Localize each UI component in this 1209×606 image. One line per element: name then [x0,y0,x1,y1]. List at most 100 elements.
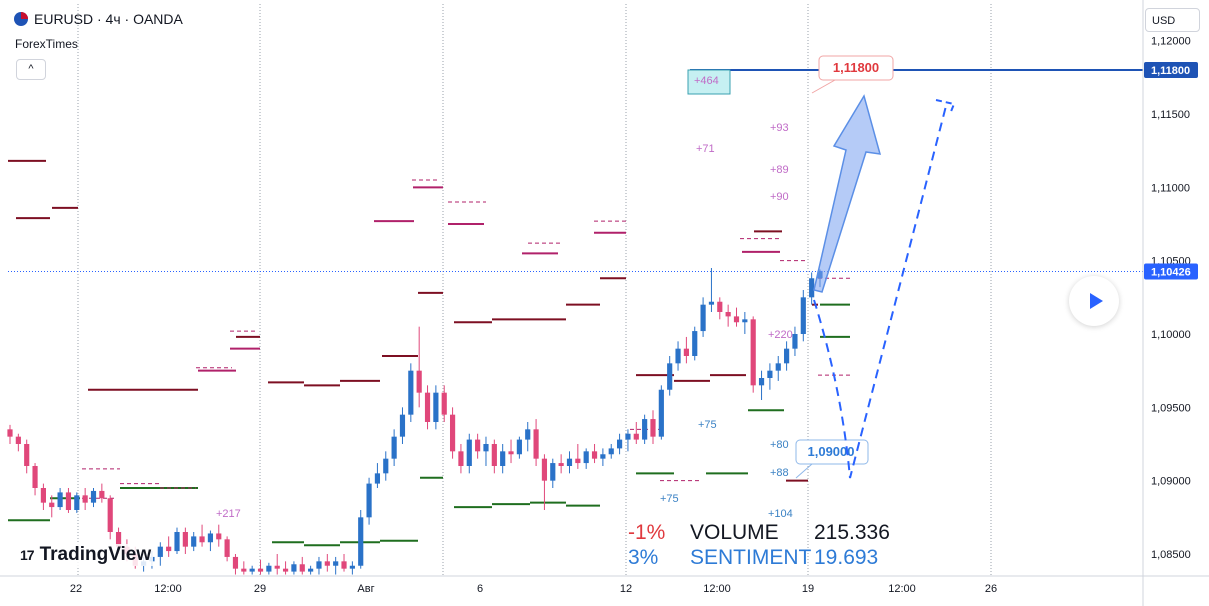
candle [650,410,656,444]
candle [533,419,539,466]
candle [642,414,648,444]
candle-body [600,454,606,459]
candle-body [483,444,489,452]
candle [399,407,406,444]
target-price-badge [1144,62,1198,78]
indicator-source: ForexTimes [15,37,78,51]
symbol-header[interactable]: EURUSD · 4ч · OANDA [14,11,183,27]
candle [491,439,497,474]
candle-body [107,498,113,532]
candle-body [566,458,573,466]
candle-body [692,331,698,356]
candle [675,341,681,371]
candle-body [650,419,656,437]
candle [541,454,548,510]
time-tick-label: Авг [357,583,374,595]
candle-body [758,378,765,386]
currency-button[interactable]: USD [1145,8,1200,32]
candle [750,316,756,393]
candle [733,307,740,327]
candle [742,312,748,334]
candle-body [157,546,163,557]
candle [391,429,397,466]
time-tick-label: 12:00 [888,583,916,595]
time-tick-label: 6 [477,583,483,595]
candle-body [800,297,806,334]
level-number: +80 [770,439,789,451]
candle-body [550,463,556,481]
sentiment-value: 19.693 [814,546,879,569]
candle [767,363,773,390]
candle [692,326,698,361]
support-callout-text: 1,09000 [808,444,855,459]
candle-body [249,568,255,572]
candle [257,559,264,575]
last-price-badge [1144,263,1198,280]
candle-body [809,278,815,298]
candle [500,444,506,474]
candle [74,492,80,513]
candle-body [750,319,756,386]
level-number: +93 [770,122,789,134]
candle-body [416,370,422,393]
candle-body [675,348,681,364]
candle-body [308,568,314,572]
price-tick-label: 1,08500 [1151,549,1191,561]
candle [99,483,105,503]
time-tick-label: 12:00 [154,583,182,595]
currency-flag-icon [14,12,28,26]
candle-body [115,532,122,547]
candle [49,495,55,518]
candle [90,488,97,508]
candle-body [625,433,631,440]
level-number: +220 [768,329,793,341]
candle-body [475,439,481,452]
candle [349,561,355,575]
time-tick-label: 12 [620,583,632,595]
candle [266,562,272,575]
candle [65,488,72,513]
candle [550,458,556,488]
candle [24,439,30,474]
candle [366,477,372,525]
candle [374,463,381,488]
candle-body [775,363,781,371]
candle-body [667,363,673,390]
time-tick-label: 19 [802,583,814,595]
candle [784,341,790,371]
candle-body [708,301,715,305]
candle-body [82,495,88,503]
candle [308,565,314,575]
candle-body [725,312,731,317]
level-number: +71 [696,143,715,155]
candle [616,433,623,455]
price-tick-label: 1,12000 [1151,36,1191,48]
volume-value: 215.336 [814,521,890,544]
candle [416,326,422,408]
candle [700,297,706,337]
play-icon[interactable] [1069,276,1119,326]
candle [182,527,188,554]
candle-body [616,439,623,449]
target-price-label: 1,11800 [1144,62,1198,78]
candle-body [658,389,664,437]
candle-body [700,304,706,332]
level-number: +104 [768,508,793,520]
collapse-button[interactable]: ^ [16,59,46,80]
candle-body [40,488,46,503]
candle-body [57,492,63,508]
candle-body [767,370,773,378]
up-arrow-icon [813,94,882,293]
candle [324,554,330,572]
candle [207,530,214,552]
candle-body [74,495,80,510]
candle-body [717,301,723,312]
candle [758,370,765,400]
candle-body [558,463,564,466]
candle [583,448,589,469]
candle [508,439,514,464]
candle [191,532,197,552]
support-callout-box [795,439,869,465]
time-tick-label: 29 [254,583,266,595]
